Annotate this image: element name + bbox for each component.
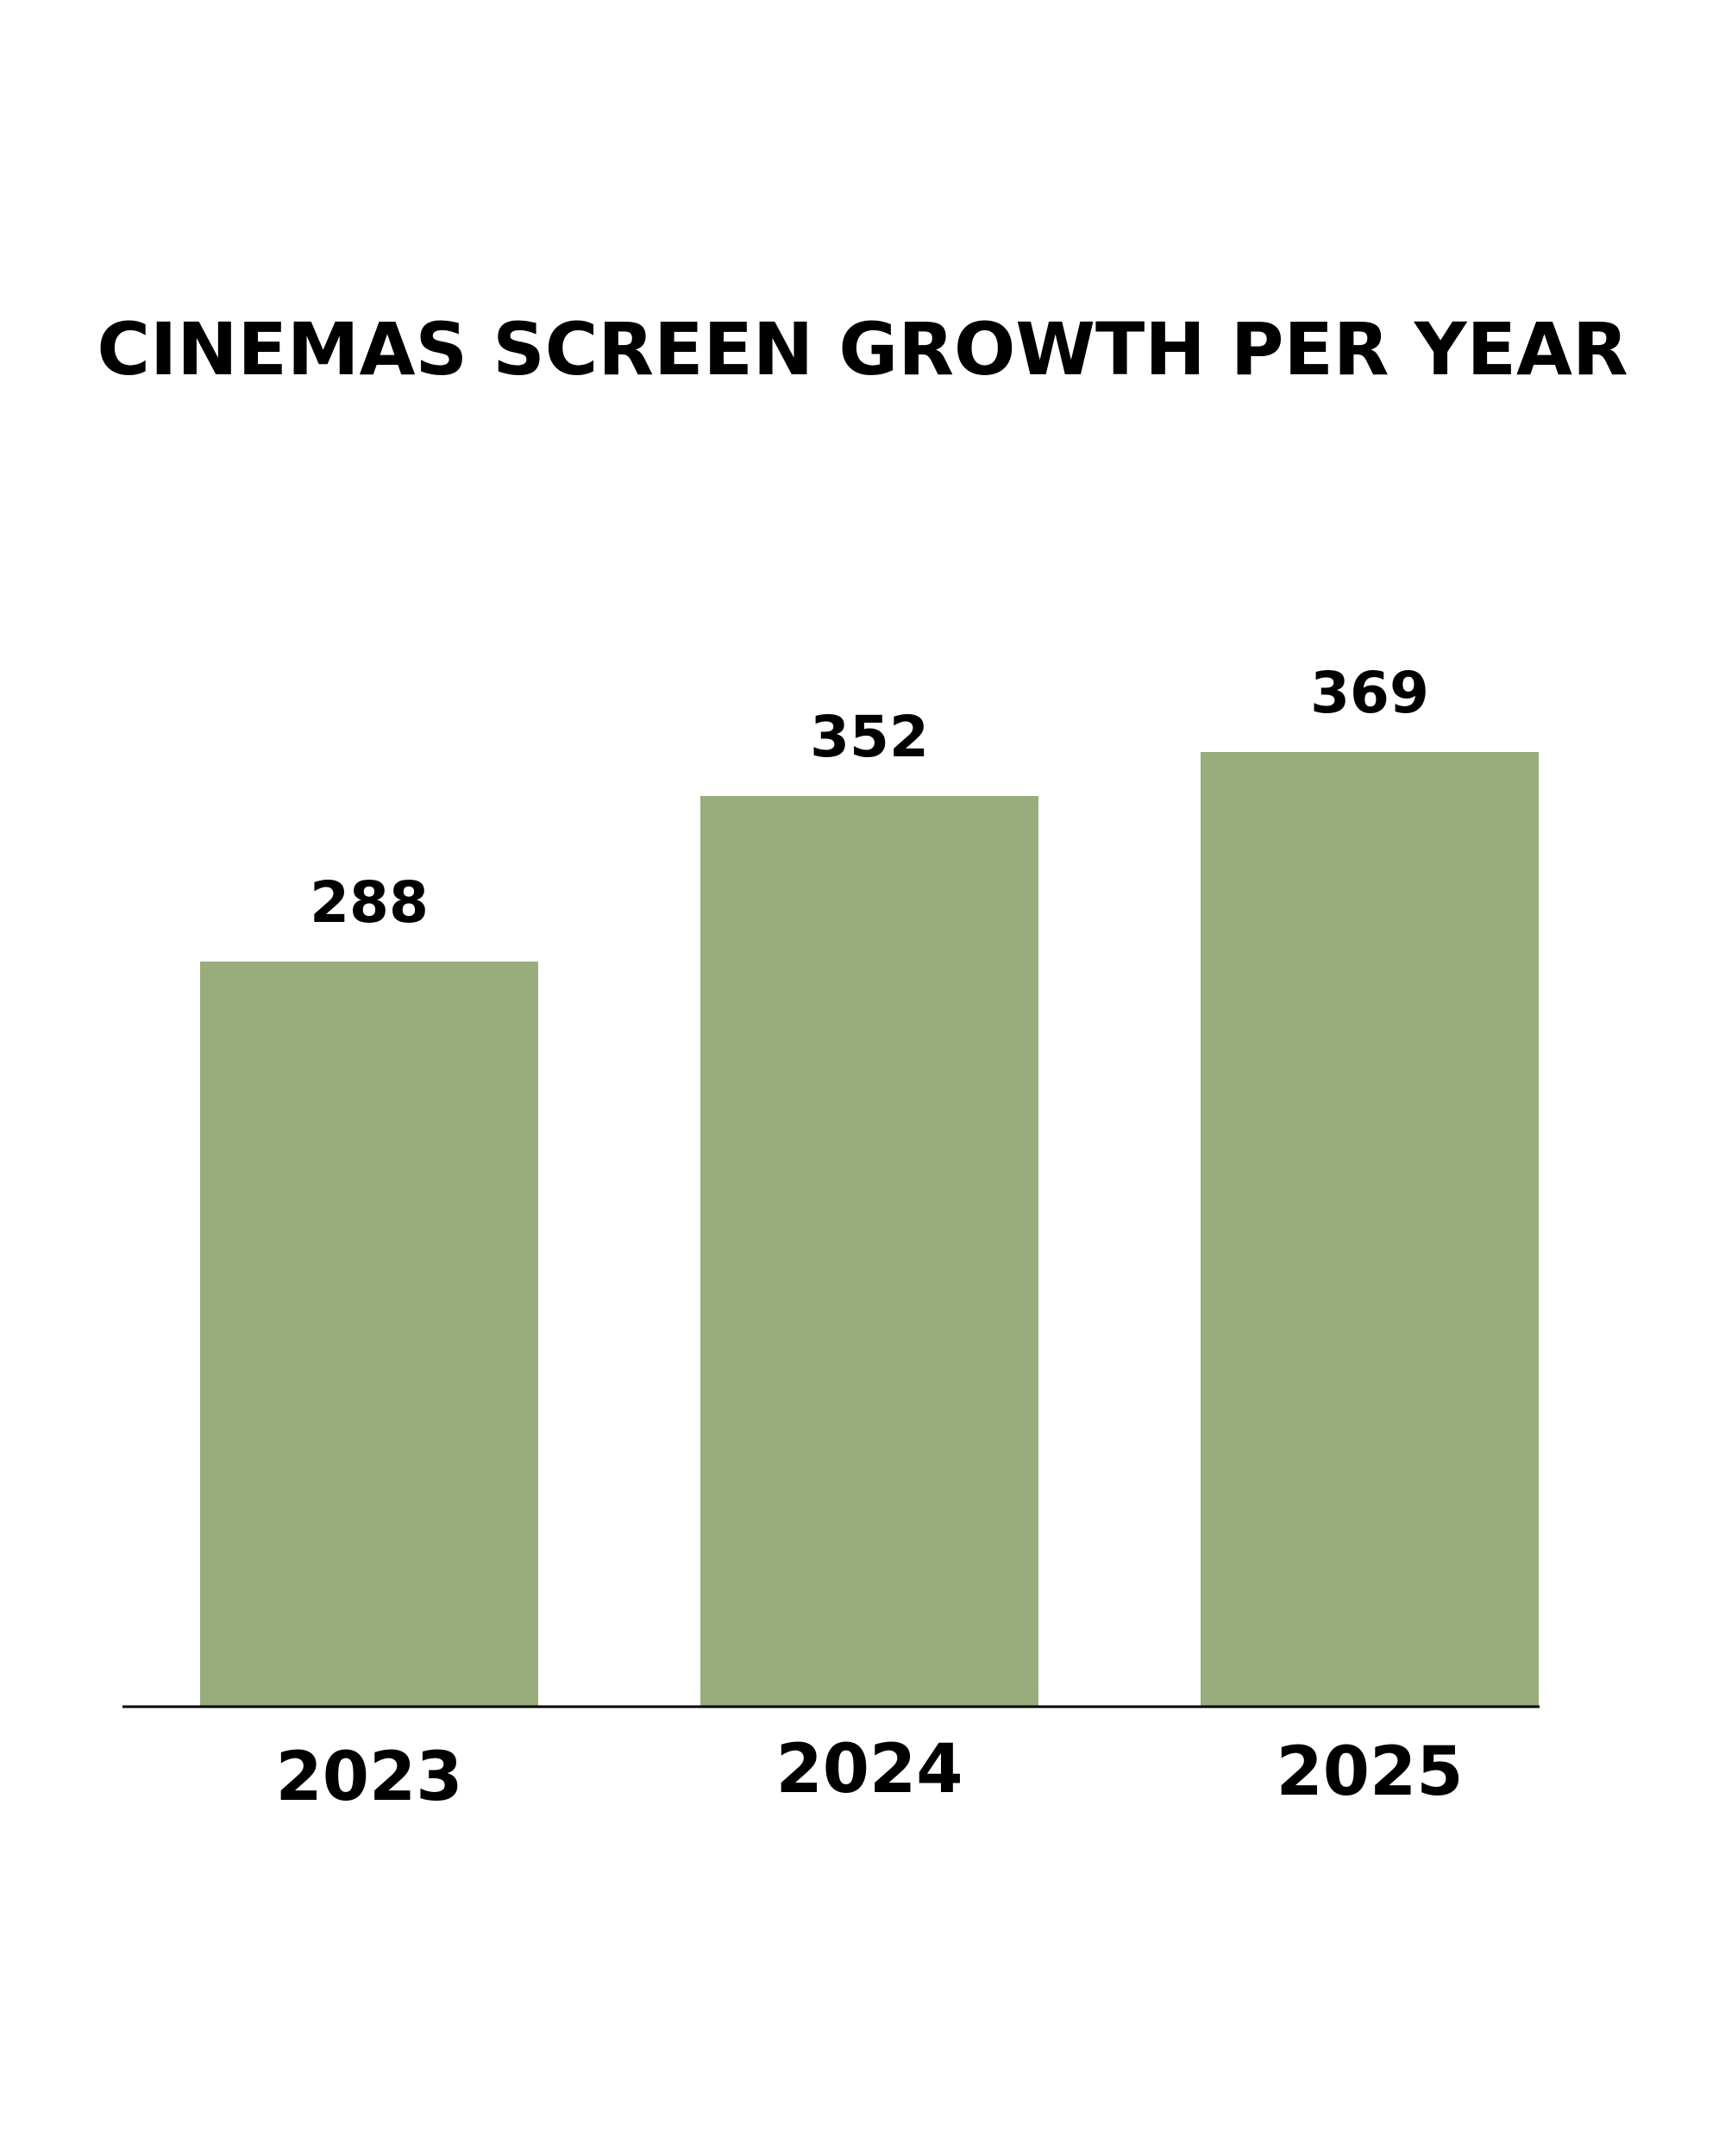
- chart-title: CINEMAS SCREEN GROWTH PER YEAR: [97, 307, 1628, 392]
- data-label-2023: 288: [310, 869, 429, 936]
- x-axis-tick-labels: 2023 2024 2025: [275, 1731, 1463, 1816]
- value-labels-layer: 288 352 369: [310, 660, 1429, 936]
- bar-2024: [700, 796, 1038, 1707]
- bar-2023: [200, 962, 538, 1707]
- x-tick-label-2025: 2025: [1276, 1733, 1463, 1811]
- bar-2025: [1201, 752, 1539, 1707]
- x-tick-label-2024: 2024: [775, 1731, 963, 1808]
- bars-layer: [200, 752, 1539, 1707]
- data-label-2024: 352: [810, 704, 929, 770]
- data-label-2025: 369: [1310, 660, 1429, 726]
- x-tick-label-2023: 2023: [275, 1739, 462, 1816]
